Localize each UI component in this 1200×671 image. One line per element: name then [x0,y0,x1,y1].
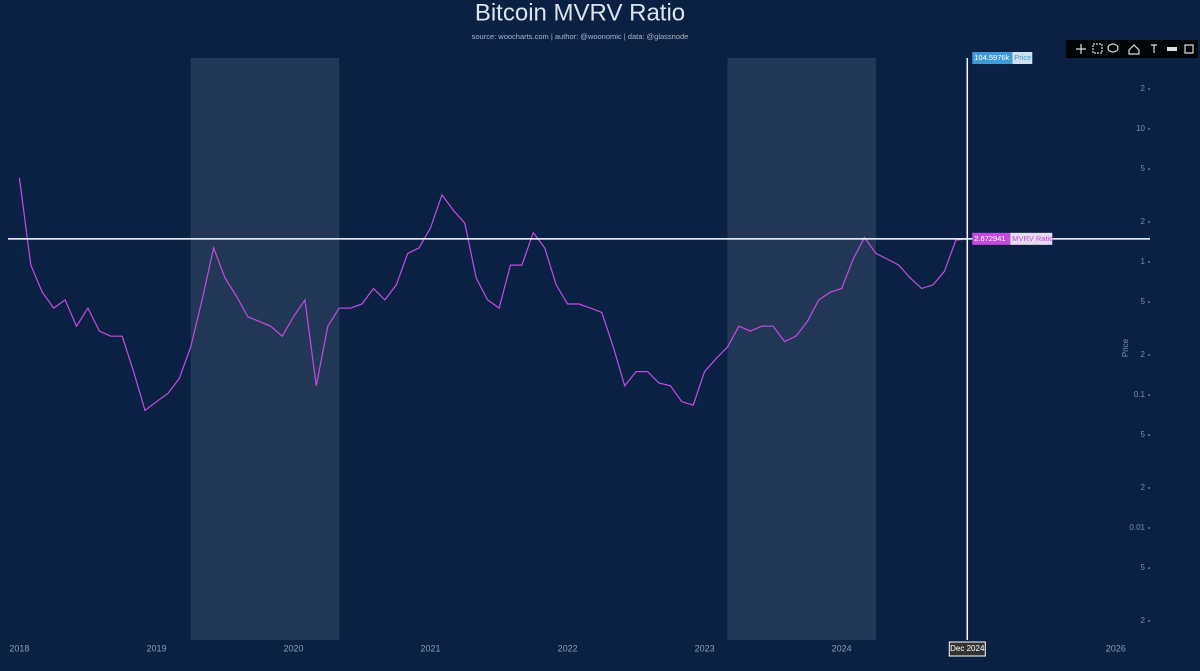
x-tick-label: 2020 [283,643,303,653]
hover-label-box [972,232,1011,245]
x-tick-label: 2024 [832,643,852,653]
x-tick-label: 2023 [695,643,715,653]
x-tick-label: 2022 [558,643,578,653]
chart-title: Bitcoin MVRV Ratio [475,0,685,26]
y2-tick-mark [1148,354,1150,356]
y2-tick-label: 2 [1141,483,1146,492]
y2-tick-mark [1148,620,1150,622]
hover-name-box [1012,52,1033,64]
y2-tick-label: 0.1 [1134,390,1146,399]
y2-tick-label: 0.01 [1129,523,1145,532]
y2-tick-mark [1148,527,1150,529]
y2-tick-label: 2 [1141,217,1146,226]
y2-tick-mark [1148,168,1150,170]
hover-name: Price [1014,53,1031,62]
y2-tick-label: 10 [1136,124,1145,133]
y2-tick-label: 5 [1141,297,1146,306]
y2-tick-mark [1148,487,1150,489]
y2-tick-label: 1 [1141,257,1146,266]
y2-tick-mark [1148,434,1150,436]
y2-tick-mark [1148,394,1150,396]
y2-tick-label: 2 [1141,84,1146,93]
hover-label-box [972,52,1013,64]
x-tick-label: 2019 [146,643,166,653]
y2-tick-mark [1148,567,1150,569]
y2-tick-label: 2 [1141,616,1146,625]
x-tick-label: 2021 [421,643,441,653]
hover-name: MVRV Ratio [1012,234,1053,243]
toolbar [1066,40,1198,58]
y2-tick-label: 5 [1141,430,1146,439]
compare-icon[interactable] [1184,44,1194,54]
y2-tick-mark [1148,128,1150,130]
lasso-icon[interactable] [1107,43,1119,53]
select-icon[interactable] [1092,43,1103,54]
x-tick-label: 2018 [9,643,29,653]
shaded-region [727,58,876,640]
shaded-region [190,58,340,640]
y2-tick-label: 5 [1141,164,1146,173]
y2-tick-label: 2 [1141,350,1146,359]
x-tick-label: 2026 [1106,643,1126,653]
pan-icon[interactable] [1076,44,1086,54]
y2-tick-mark [1148,221,1150,223]
y2-tick-mark [1148,301,1150,303]
data-line [18,177,968,412]
y2-tick-mark [1148,88,1150,90]
hover-value: 104.5976k [974,53,1009,62]
chart-subtitle: source: woocharts.com | author: @woonomi… [472,32,689,41]
home-icon[interactable] [1128,44,1140,55]
y2-axis-label: Price [1121,338,1130,357]
hover-x-box [948,641,986,657]
y2-tick-label: 5 [1141,563,1146,572]
hover-value: 2.672941 [974,234,1005,243]
y2-tick-mark [1148,261,1150,263]
hover-name-box [1010,232,1053,245]
hover-x-label: Dec 2024 [950,644,985,653]
spike-icon[interactable] [1151,44,1157,53]
